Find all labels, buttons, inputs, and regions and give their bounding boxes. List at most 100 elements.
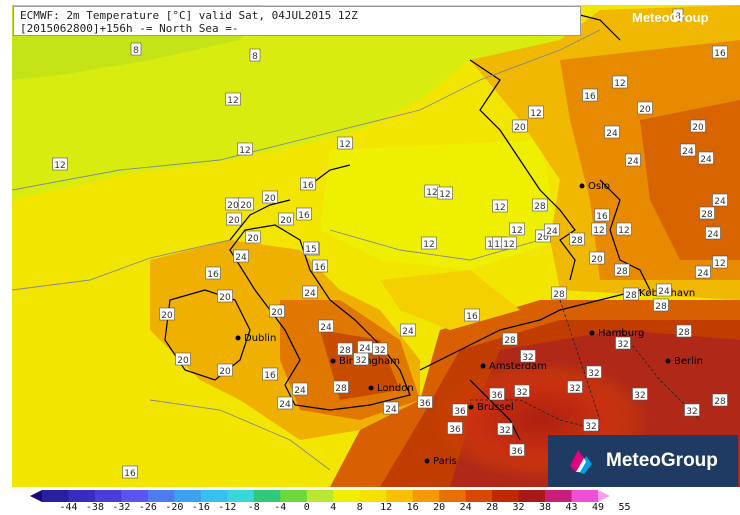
temperature-label-value: 24 bbox=[606, 129, 618, 139]
temperature-label-value: 28 bbox=[571, 236, 583, 246]
meteogroup-logo-icon bbox=[570, 450, 592, 474]
temperature-label-box bbox=[452, 403, 468, 417]
temperature-label-value: 20 bbox=[264, 194, 276, 204]
corner-watermark: MeteoGroup bbox=[632, 10, 709, 25]
colorbar-tick-label: 28 bbox=[486, 502, 499, 513]
temperature-label-box bbox=[489, 387, 505, 401]
color-scale-bar bbox=[30, 490, 610, 502]
colorbar-segment bbox=[42, 490, 69, 502]
temperature-label-value: 16 bbox=[302, 181, 314, 191]
temperature-label-value: 32 bbox=[516, 388, 527, 398]
colorbar-tick-label: -12 bbox=[218, 502, 237, 513]
temperature-label-value: 32 bbox=[617, 340, 628, 350]
temperature-label-box bbox=[544, 223, 560, 237]
temperature-label-box bbox=[353, 352, 369, 366]
temperature-label-box bbox=[277, 396, 293, 410]
temperature-label-box bbox=[632, 387, 648, 401]
temperature-label-value: 28 bbox=[678, 328, 690, 338]
temperature-label-value: 24 bbox=[359, 344, 371, 354]
temperature-label-box bbox=[653, 298, 669, 312]
colorbar-segment bbox=[518, 490, 546, 502]
temperature-label-value: 32 bbox=[499, 426, 510, 436]
temperature-label-value: 32 bbox=[686, 407, 697, 417]
temperature-label-box bbox=[159, 307, 175, 321]
city-dot-paris bbox=[424, 458, 430, 464]
chart-header: ECMWF: 2m Temperature [°C] valid Sat, 04… bbox=[13, 6, 581, 36]
temperature-label-value: 36 bbox=[454, 407, 466, 417]
temperature-label-value: 32 bbox=[522, 353, 533, 363]
temperature-label-box bbox=[520, 349, 536, 363]
temperature-label-value: 16 bbox=[298, 211, 310, 221]
temperature-label-box bbox=[217, 289, 233, 303]
temperature-label-value: 12 bbox=[494, 240, 505, 250]
temperature-label-value: 28 bbox=[655, 302, 667, 312]
colorbar-tick-label: 16 bbox=[406, 502, 419, 513]
colorbar-tick-label: -38 bbox=[85, 502, 104, 513]
temperature-label-box bbox=[656, 283, 672, 297]
temperature-label-value: 28 bbox=[616, 267, 628, 277]
temperature-label-box bbox=[623, 287, 639, 301]
header-line-1: ECMWF: 2m Temperature [°C] valid Sat, 04… bbox=[20, 9, 358, 22]
temperature-label-value: 36 bbox=[491, 391, 503, 401]
temperature-label-value: 24 bbox=[304, 289, 316, 299]
colorbar-segment bbox=[147, 490, 175, 502]
temperature-label-box bbox=[625, 153, 641, 167]
temperature-label-box bbox=[237, 142, 253, 156]
temperature-label-box bbox=[421, 236, 437, 250]
temperature-label-value: 16 bbox=[584, 92, 596, 102]
temperature-label-box bbox=[680, 143, 696, 157]
colorbar-segment bbox=[386, 490, 414, 502]
temperature-label-box bbox=[400, 323, 416, 337]
temperature-label-value: 32 bbox=[569, 384, 580, 394]
temperature-label-box bbox=[676, 324, 692, 338]
colorbar-segment bbox=[174, 490, 202, 502]
temperature-label-value: 20 bbox=[240, 201, 252, 211]
temperature-label-value: 20 bbox=[161, 311, 173, 321]
temperature-label-value: 24 bbox=[385, 405, 397, 415]
colorbar-high-arrow bbox=[598, 490, 610, 502]
colorbar-tick-label: -8 bbox=[247, 502, 260, 513]
temperature-label-value: 20 bbox=[271, 308, 283, 318]
temperature-label-value: 28 bbox=[714, 397, 726, 407]
temperature-label-box bbox=[586, 365, 602, 379]
temperature-label-box bbox=[312, 259, 328, 273]
temperature-label-box bbox=[690, 119, 706, 133]
colorbar-tick-label: 24 bbox=[459, 502, 472, 513]
temperature-label-box bbox=[637, 101, 653, 115]
temperature-label-box bbox=[217, 363, 233, 377]
colorbar-segment bbox=[333, 490, 361, 502]
city-label-london: London bbox=[377, 383, 414, 394]
temperature-label-value: 20 bbox=[280, 216, 292, 226]
colorbar-segment bbox=[253, 490, 281, 502]
colorbar-segment bbox=[545, 490, 573, 502]
colorbar-segment bbox=[227, 490, 255, 502]
colorbar-tick-label: 20 bbox=[433, 502, 446, 513]
temperature-label-value: 8 bbox=[675, 12, 681, 22]
colorbar-tick-label: 43 bbox=[565, 502, 578, 513]
temperature-label-value: 16 bbox=[124, 469, 136, 479]
city-label-amsterdam: Amsterdam bbox=[489, 361, 547, 372]
city-label-oslo: Oslo bbox=[588, 181, 610, 192]
colorbar-tick-label: -44 bbox=[59, 502, 78, 513]
temperature-label-box bbox=[502, 332, 518, 346]
temperature-label-box bbox=[269, 304, 285, 318]
city-label-birmingham: Birmingham bbox=[339, 356, 400, 367]
temperature-label-value: 20 bbox=[219, 367, 231, 377]
temperature-label-value: 32 bbox=[588, 369, 599, 379]
temperature-label-box bbox=[615, 336, 631, 350]
temperature-label-box bbox=[337, 342, 353, 356]
temperature-label-box bbox=[205, 266, 221, 280]
temperature-label-value: 20 bbox=[692, 123, 704, 133]
coastlines bbox=[164, 9, 651, 441]
temperature-label-value: 20 bbox=[514, 123, 526, 133]
temperature-label-box bbox=[514, 384, 530, 398]
temperature-label-value: 12 bbox=[426, 188, 437, 198]
colorbar-tick-label: 38 bbox=[539, 502, 552, 513]
colorbar-segment bbox=[571, 490, 599, 502]
temperature-label-value: 15 bbox=[305, 245, 316, 255]
temperature-label-value: 12 bbox=[54, 161, 65, 171]
temperature-label-box bbox=[296, 207, 312, 221]
city-dot-london bbox=[368, 385, 374, 391]
temperature-label-value: 12 bbox=[530, 109, 541, 119]
temperature-label-box bbox=[583, 418, 599, 432]
